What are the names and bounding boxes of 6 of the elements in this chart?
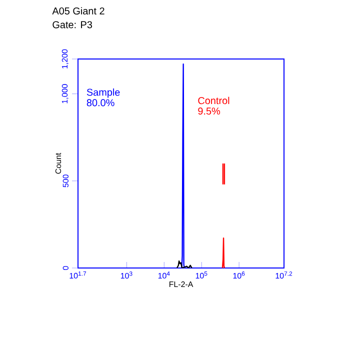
- legend-label: Sample: [86, 88, 120, 98]
- annotation: 9.5%: [198, 108, 220, 115]
- text: Control: [198, 96, 230, 104]
- chart-subtitle: Gate: P3: [52, 21, 92, 28]
- annotation: 80.0%: [86, 99, 114, 106]
- chart-title: A05 Giant 2: [52, 7, 104, 15]
